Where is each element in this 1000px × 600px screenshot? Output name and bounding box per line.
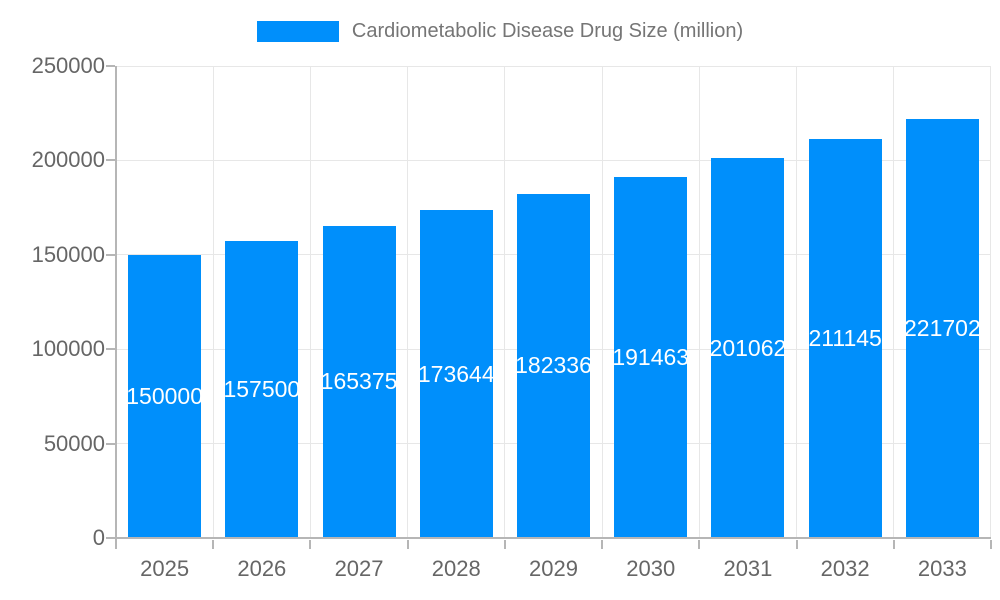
y-axis-tick xyxy=(106,348,115,351)
bar-value-label: 201062 xyxy=(711,334,785,361)
x-axis-label: 2027 xyxy=(334,556,384,581)
bar[interactable]: 211145 xyxy=(808,139,882,538)
x-gridline xyxy=(989,66,991,538)
bar[interactable]: 182336 xyxy=(517,193,590,538)
y-axis-label: 200000 xyxy=(31,147,105,173)
x-axis-label: 2030 xyxy=(626,556,676,581)
bar[interactable]: 221702 xyxy=(905,119,979,538)
y-axis-tick xyxy=(106,442,115,445)
x-gridline xyxy=(796,66,798,538)
x-gridline xyxy=(893,66,895,538)
bar[interactable]: 150000 xyxy=(128,254,202,538)
x-axis-tick xyxy=(406,540,409,549)
y-axis-label: 100000 xyxy=(31,336,105,362)
x-axis-label: 2033 xyxy=(917,556,967,581)
x-axis-line xyxy=(107,537,991,539)
bar[interactable]: 201062 xyxy=(711,158,785,538)
bar[interactable]: 173644 xyxy=(419,210,493,538)
bar[interactable]: 157500 xyxy=(225,240,299,538)
x-axis-label: 2031 xyxy=(723,556,773,581)
x-axis-tick xyxy=(698,540,701,549)
y-axis-label: 150000 xyxy=(31,241,105,267)
legend-swatch xyxy=(256,21,339,42)
x-gridline xyxy=(504,66,506,538)
y-axis-tick xyxy=(106,253,115,256)
x-axis-label: 2025 xyxy=(140,556,190,581)
plot-area: 150000 157500 165375 173644 182336 191463 2010… xyxy=(116,65,991,538)
x-gridline xyxy=(407,66,409,538)
bar-value-label: 165375 xyxy=(322,368,396,395)
x-axis-label: 2028 xyxy=(431,556,481,581)
x-axis-tick xyxy=(503,540,506,549)
bar-value-label: 191463 xyxy=(614,343,688,370)
x-axis-label: 2029 xyxy=(529,556,578,581)
x-axis-tick xyxy=(795,540,798,549)
x-axis-label: 2026 xyxy=(237,556,287,581)
y-axis-label: 0 xyxy=(92,525,105,550)
x-gridline xyxy=(212,66,214,538)
y-axis-label: 50000 xyxy=(43,430,105,456)
legend: Cardiometabolic Disease Drug Size (milli… xyxy=(0,20,1000,43)
x-gridline xyxy=(309,66,311,538)
bar-value-label: 211145 xyxy=(808,325,882,352)
x-axis-tick xyxy=(212,540,215,549)
y-gridline xyxy=(116,159,991,161)
x-axis-tick xyxy=(115,540,117,549)
y-axis-label: 250000 xyxy=(31,53,105,78)
legend-label: Cardiometabolic Disease Drug Size (milli… xyxy=(351,20,744,42)
bar-value-label: 173644 xyxy=(419,360,493,387)
bar[interactable]: 191463 xyxy=(614,176,688,538)
x-axis-tick xyxy=(990,540,992,549)
x-gridline xyxy=(698,66,700,538)
x-axis-tick xyxy=(601,540,604,549)
bar-value-label: 182336 xyxy=(517,352,590,379)
bar-value-label: 157500 xyxy=(225,375,299,402)
x-axis-tick xyxy=(309,540,312,549)
bar-value-label: 221702 xyxy=(905,315,979,342)
y-axis-tick xyxy=(106,65,115,67)
y-axis-line xyxy=(115,66,117,540)
x-axis-label: 2032 xyxy=(820,556,870,581)
x-gridline xyxy=(601,66,603,538)
x-axis-tick xyxy=(892,540,895,549)
y-axis-tick xyxy=(106,159,115,162)
y-gridline xyxy=(116,65,991,67)
bar[interactable]: 165375 xyxy=(322,225,396,538)
bar-value-label: 150000 xyxy=(128,382,202,409)
y-axis-tick xyxy=(106,537,115,539)
